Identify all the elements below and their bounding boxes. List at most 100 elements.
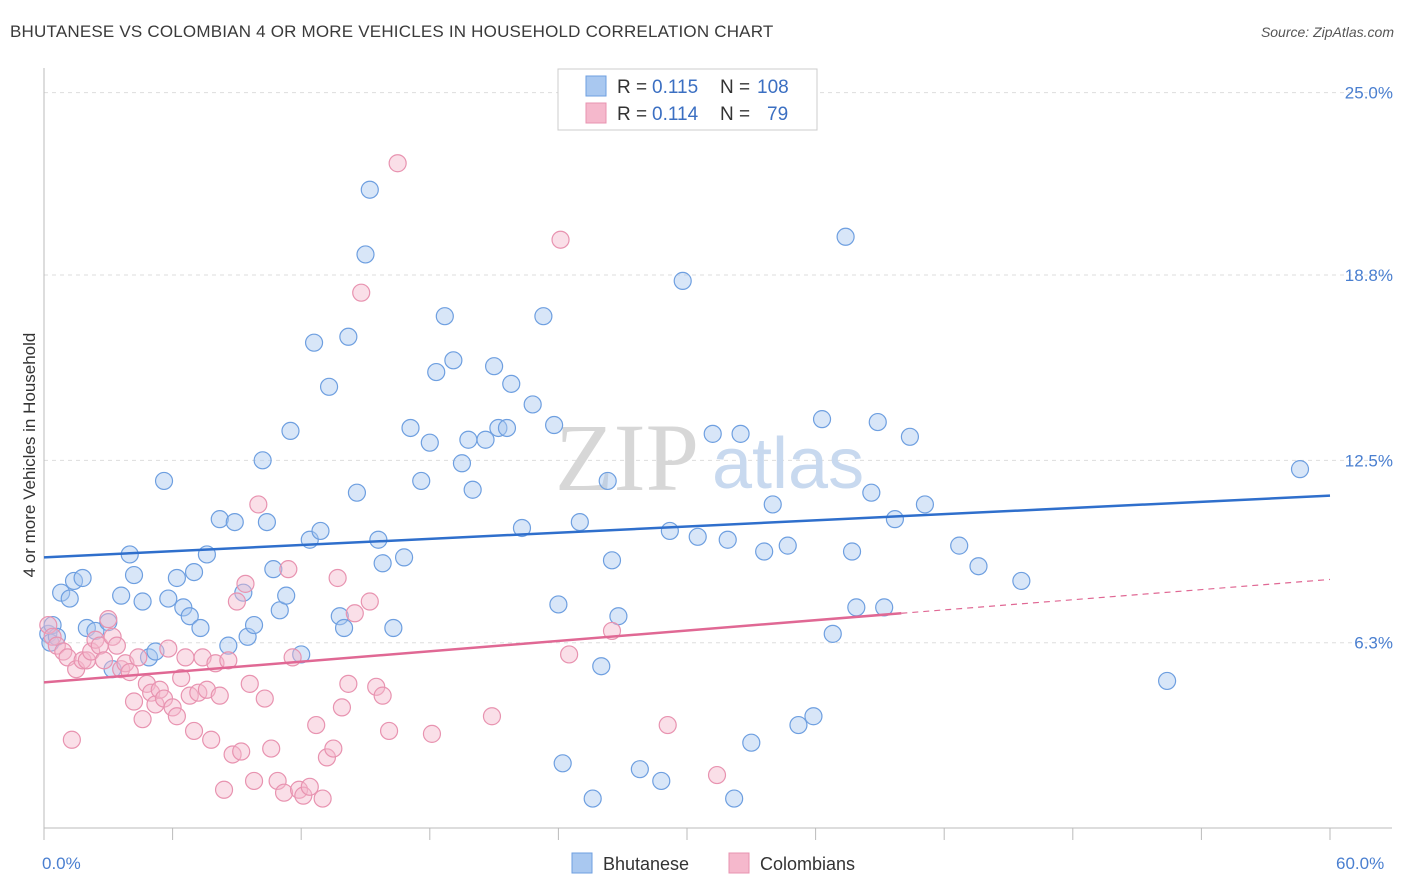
y-axis-label: 4 or more Vehicles in Household bbox=[20, 333, 39, 578]
bhutanese-point bbox=[435, 307, 454, 326]
trend-lines bbox=[43, 494, 1331, 684]
colombian-point bbox=[249, 495, 268, 514]
colombian-point bbox=[360, 592, 379, 611]
bhutanese-point bbox=[384, 618, 403, 638]
bottom-legend-label-colombians: Colombians bbox=[760, 854, 855, 874]
colombian-point bbox=[124, 692, 144, 711]
bhutanese-point bbox=[652, 771, 671, 791]
colombian-point bbox=[163, 698, 182, 717]
colombian-point bbox=[210, 686, 229, 705]
bhutanese-point bbox=[885, 510, 905, 529]
watermark: ZIP atlas bbox=[555, 404, 864, 511]
bhutanese-point bbox=[553, 754, 572, 773]
bhutanese-point bbox=[112, 586, 131, 605]
colombian-point bbox=[279, 560, 298, 579]
bhutanese-point bbox=[549, 595, 568, 614]
bhutanese-point bbox=[847, 598, 866, 617]
bhutanese-point bbox=[763, 495, 782, 514]
colombian-point bbox=[324, 739, 343, 758]
bhutanese-point bbox=[836, 227, 855, 246]
bhutanese-point bbox=[823, 624, 842, 643]
bhutanese-point bbox=[452, 454, 472, 473]
legend-n-label-2: N = bbox=[720, 104, 750, 125]
bhutanese-trend-line bbox=[43, 494, 1331, 559]
colombian-point bbox=[232, 742, 251, 761]
colombian-point bbox=[560, 645, 579, 664]
legend-r-label-2: R = bbox=[617, 104, 647, 125]
bhutanese-point bbox=[523, 395, 542, 414]
bhutanese-point bbox=[412, 471, 431, 491]
bhutanese-point bbox=[731, 424, 750, 443]
bhutanese-point bbox=[133, 592, 152, 611]
bhutanese-point bbox=[264, 560, 283, 579]
colombian-point bbox=[107, 636, 126, 655]
colombian-point bbox=[62, 730, 81, 749]
bhutanese-point bbox=[842, 542, 862, 561]
bhutanese-point bbox=[238, 627, 257, 646]
bhutanese-point bbox=[804, 707, 823, 726]
bhutanese-point bbox=[277, 586, 296, 605]
colombian-point bbox=[658, 715, 677, 735]
bhutanese-point bbox=[420, 433, 439, 452]
colombian-point bbox=[219, 651, 238, 670]
bhutanese-point bbox=[476, 430, 495, 449]
bhutanese-point bbox=[502, 374, 521, 393]
bhutanese-point bbox=[512, 518, 532, 538]
bhutanese-point bbox=[184, 562, 204, 582]
bhutanese-point bbox=[444, 351, 463, 370]
bhutanese-point bbox=[210, 510, 229, 529]
bhutanese-point bbox=[742, 733, 761, 752]
bhutanese-point bbox=[427, 362, 446, 382]
bottom-legend-label-bhutanese: Bhutanese bbox=[603, 854, 689, 874]
bhutanese-point bbox=[219, 636, 238, 655]
bhutanese-point bbox=[950, 536, 969, 555]
bhutanese-point bbox=[167, 568, 186, 588]
colombian-point bbox=[43, 627, 62, 646]
chart-source: Source: ZipAtlas.com bbox=[1260, 24, 1394, 40]
legend-r-value-2: 0.114 bbox=[652, 104, 699, 125]
bhutanese-point bbox=[868, 412, 887, 432]
bhutanese-point bbox=[862, 483, 881, 502]
bhutanese-point bbox=[915, 495, 935, 514]
legend-r-value-1: 0.115 bbox=[652, 77, 698, 98]
bhutanese-point bbox=[673, 271, 692, 290]
colombian-point bbox=[373, 686, 392, 705]
bhutanese-point bbox=[1012, 571, 1031, 591]
colombian-point bbox=[202, 730, 221, 749]
bhutanese-point bbox=[459, 430, 478, 449]
colombian-point bbox=[176, 648, 195, 667]
watermark-atlas: atlas bbox=[712, 424, 864, 504]
chart-title: BHUTANESE VS COLOMBIAN 4 OR MORE VEHICLE… bbox=[10, 22, 774, 41]
colombian-point bbox=[172, 668, 191, 688]
colombian-point bbox=[133, 710, 152, 729]
bhutanese-point bbox=[570, 512, 589, 532]
bottom-legend: Bhutanese Colombians bbox=[571, 852, 855, 874]
bhutanese-point bbox=[356, 245, 375, 264]
colombian-point bbox=[274, 783, 294, 802]
colombian-point bbox=[236, 574, 255, 593]
legend-n-label-1: N = bbox=[720, 77, 750, 98]
grid-layer bbox=[44, 92, 1392, 644]
bhutanese-points bbox=[39, 180, 1310, 808]
bhutanese-point bbox=[401, 418, 420, 438]
x-tick-label-min: 0.0% bbox=[42, 854, 81, 873]
bhutanese-point bbox=[900, 427, 920, 446]
bhutanese-point bbox=[373, 554, 392, 573]
bhutanese-point bbox=[688, 527, 707, 546]
bhutanese-point bbox=[180, 607, 199, 626]
colombian-point bbox=[328, 568, 347, 588]
bhutanese-point bbox=[339, 327, 358, 346]
legend-swatch-blue bbox=[585, 75, 607, 97]
bhutanese-point bbox=[191, 618, 210, 638]
colombian-point bbox=[339, 674, 358, 693]
colombian-point bbox=[707, 765, 727, 785]
bhutanese-point bbox=[789, 715, 808, 735]
bhutanese-point bbox=[124, 565, 144, 585]
bhutanese-point bbox=[319, 377, 339, 396]
bhutanese-point bbox=[347, 483, 367, 502]
bhutanese-point bbox=[304, 333, 324, 352]
legend-swatch-pink bbox=[585, 102, 607, 124]
colombian-point bbox=[39, 615, 58, 635]
colombian-point bbox=[482, 707, 502, 726]
y-tick-label: 25.0% bbox=[1345, 84, 1393, 103]
